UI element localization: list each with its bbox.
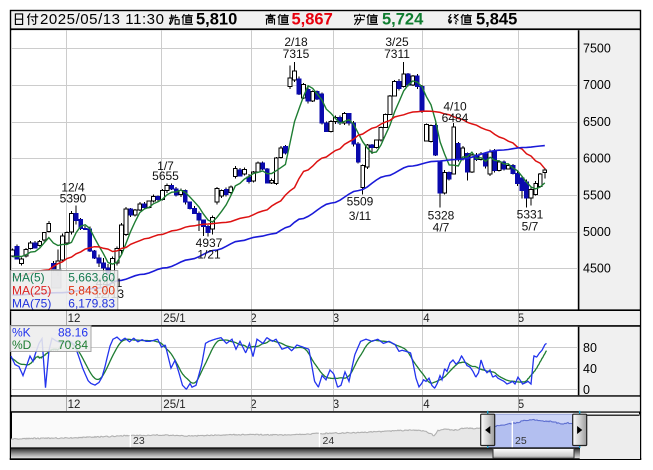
svg-text:5,843.00: 5,843.00 (68, 284, 115, 298)
svg-text:7311: 7311 (384, 47, 410, 61)
svg-text:24: 24 (323, 435, 335, 447)
svg-text:%D: %D (12, 338, 32, 352)
svg-text:23: 23 (133, 435, 145, 447)
svg-text:40: 40 (583, 362, 597, 376)
svg-text:5: 5 (518, 313, 524, 325)
svg-text:7315: 7315 (283, 47, 310, 61)
svg-text:12/4: 12/4 (61, 181, 85, 195)
svg-text:5,663.60: 5,663.60 (68, 271, 115, 285)
svg-text:4/10: 4/10 (443, 99, 467, 113)
svg-text:1/7: 1/7 (157, 159, 174, 173)
svg-text:5500: 5500 (583, 188, 611, 202)
svg-text:7000: 7000 (583, 78, 611, 92)
svg-text:0: 0 (583, 383, 590, 397)
svg-text:25/1: 25/1 (163, 399, 185, 411)
svg-text:12: 12 (68, 399, 81, 411)
svg-text:2025/05/13 11:30: 2025/05/13 11:30 (40, 11, 164, 28)
svg-text:3: 3 (333, 399, 339, 411)
svg-text:80: 80 (583, 341, 597, 355)
svg-text:4: 4 (423, 313, 430, 325)
svg-text:25/1: 25/1 (163, 313, 185, 325)
svg-text:MA(75): MA(75) (12, 297, 51, 311)
svg-text:2: 2 (250, 399, 256, 411)
svg-text:5,810: 5,810 (196, 11, 237, 29)
svg-text:3/11: 3/11 (349, 209, 372, 223)
svg-text:5: 5 (518, 399, 524, 411)
svg-text:6000: 6000 (583, 152, 611, 166)
svg-text:5331: 5331 (517, 208, 544, 222)
svg-text:6500: 6500 (583, 115, 611, 129)
svg-text:5/7: 5/7 (522, 219, 539, 233)
svg-text:88.16: 88.16 (58, 325, 88, 339)
svg-text:1/21: 1/21 (197, 248, 221, 262)
svg-text:25: 25 (515, 435, 527, 447)
svg-text:6484: 6484 (442, 111, 469, 125)
svg-text:3: 3 (333, 313, 339, 325)
svg-text:MA(5): MA(5) (12, 271, 45, 285)
svg-text:2: 2 (250, 313, 256, 325)
svg-text:6,179.83: 6,179.83 (68, 297, 115, 311)
svg-text:5509: 5509 (347, 195, 374, 209)
svg-text:MA(25): MA(25) (12, 284, 51, 298)
svg-text:70.84: 70.84 (58, 338, 88, 352)
svg-text:2/18: 2/18 (284, 35, 308, 49)
svg-text:5,724: 5,724 (382, 11, 424, 29)
svg-text:5,867: 5,867 (292, 11, 333, 29)
svg-text:4937: 4937 (196, 236, 223, 250)
svg-text:5655: 5655 (152, 169, 179, 183)
svg-text:5000: 5000 (583, 225, 611, 239)
svg-text:%K: %K (12, 325, 31, 339)
svg-text:4500: 4500 (583, 262, 611, 276)
svg-text:5328: 5328 (428, 209, 455, 223)
svg-text:5,845: 5,845 (476, 11, 517, 29)
svg-text:12: 12 (68, 313, 81, 325)
svg-text:5390: 5390 (60, 191, 87, 205)
svg-text:7500: 7500 (583, 42, 611, 56)
svg-text:4: 4 (423, 399, 430, 411)
svg-text:4/7: 4/7 (433, 220, 450, 234)
svg-text:3/25: 3/25 (385, 35, 409, 49)
